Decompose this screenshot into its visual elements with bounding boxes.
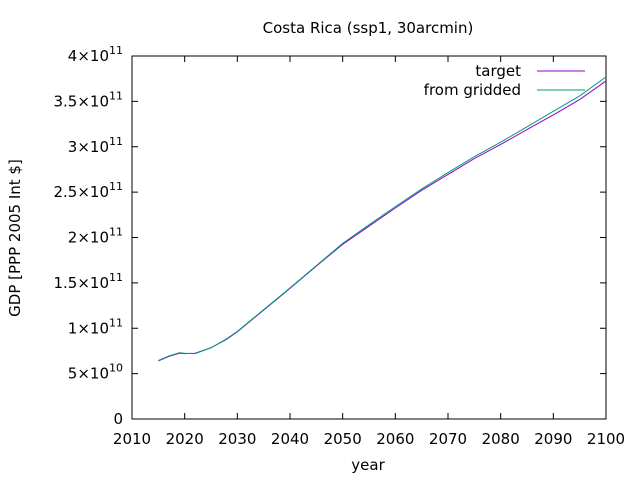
- chart-title: Costa Rica (ssp1, 30arcmin): [263, 19, 474, 37]
- y-axis-label: GDP [PPP 2005 Int $]: [6, 159, 24, 317]
- axes-frame: [131, 55, 607, 420]
- y-tick-label: 1.5×1011: [53, 271, 123, 292]
- series-line-2: [158, 76, 607, 361]
- y-tick-label: 2.5×1011: [53, 180, 123, 201]
- x-tick-label: 2080: [482, 430, 520, 448]
- y-tick-label: 3.5×1011: [53, 89, 123, 110]
- y-tick-label: 3×1011: [68, 135, 123, 156]
- x-tick-label: 2090: [534, 430, 572, 448]
- x-tick-label: 2100: [587, 430, 625, 448]
- y-tick-label: 4×1011: [68, 44, 123, 65]
- x-tick-label: 2040: [271, 430, 309, 448]
- x-tick-label: 2070: [429, 430, 467, 448]
- legend-label-2: from gridded: [424, 81, 521, 99]
- y-tick-label: 0: [113, 410, 123, 428]
- x-tick-label: 2010: [113, 430, 151, 448]
- series-line-1: [158, 80, 607, 362]
- x-tick-label: 2030: [218, 430, 256, 448]
- x-axis-label: year: [351, 456, 385, 474]
- legend-label-1: target: [475, 62, 521, 80]
- x-tick-label: 2050: [324, 430, 362, 448]
- x-tick-label: 2060: [376, 430, 414, 448]
- series-lines: [158, 76, 607, 362]
- y-tick-label: 1×1011: [68, 316, 123, 337]
- plot-border: [131, 55, 607, 420]
- y-tick-label: 5×1010: [68, 362, 123, 383]
- x-tick-label: 2020: [166, 430, 204, 448]
- y-tick-label: 2×1011: [68, 226, 123, 247]
- ticks: 2010 2020 2030 2040 2050 2060 2070 2080 2090 2100…: [53, 44, 625, 448]
